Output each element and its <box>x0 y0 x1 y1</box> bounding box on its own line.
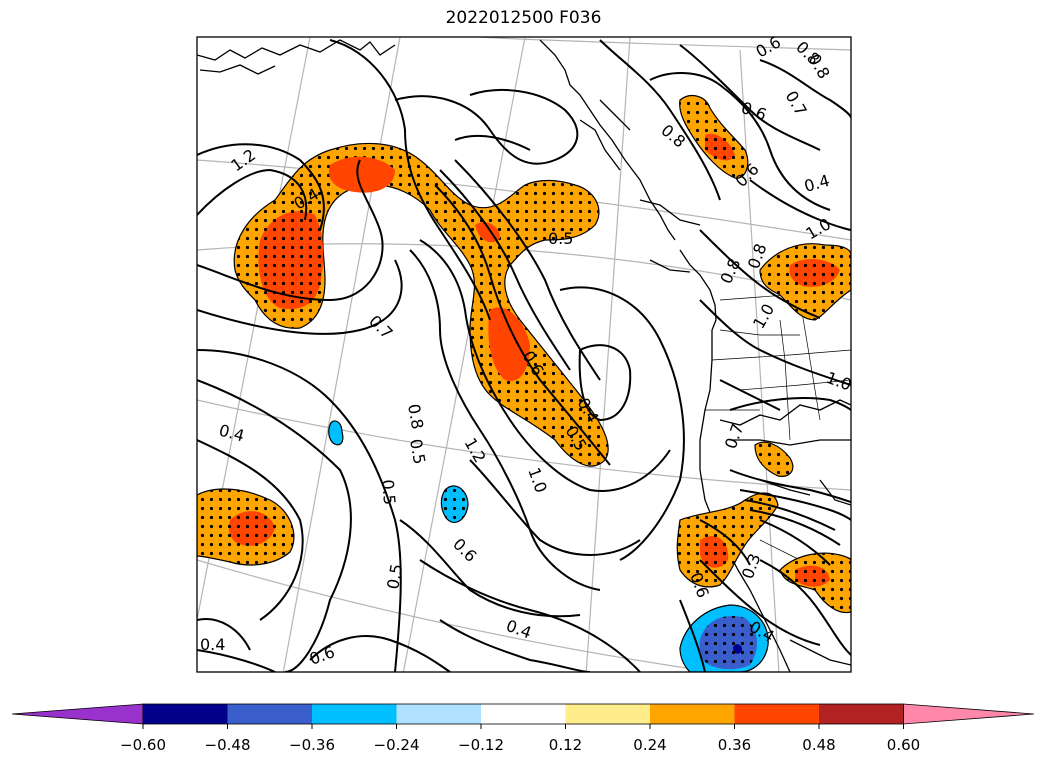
contour-label: 0.6 <box>739 98 769 125</box>
positive-shading <box>197 94 851 614</box>
contour-label: 0.7 <box>782 88 811 120</box>
contour-label: 0.5 <box>383 562 406 590</box>
contour-label: 0.6 <box>449 534 480 565</box>
contour-label: 0.8 <box>716 256 744 287</box>
contour-label: 0.8 <box>657 121 689 152</box>
colorbar-tick-label: −0.48 <box>205 736 251 754</box>
contour-label: 0.5 <box>378 479 399 506</box>
colorbar-tick-label: 0.24 <box>633 736 666 754</box>
negative-shading <box>328 420 769 672</box>
colorbar-tick-label: 0.48 <box>802 736 835 754</box>
colorbar-segment <box>565 704 650 724</box>
colorbar-tick-label: 0.12 <box>549 736 582 754</box>
contour-label: 0.7 <box>721 421 748 451</box>
colorbar-tick-label: 0.36 <box>718 736 751 754</box>
colorbar-segment <box>227 704 312 724</box>
colorbar-extend-high <box>903 703 1035 725</box>
shaded-core-north <box>328 156 395 193</box>
contour-label: 1.0 <box>824 368 854 395</box>
colorbar-segment <box>396 704 481 724</box>
colorbar-extend-low <box>11 703 144 725</box>
contour-label: 0.5 <box>406 437 429 465</box>
contour-label: 0.4 <box>200 635 225 654</box>
colorbar-tick-label: −0.60 <box>120 736 166 754</box>
map-frame <box>196 36 852 673</box>
contour-label: 0.5 <box>548 229 573 248</box>
contour-label: 1.2 <box>227 145 259 175</box>
contour-label: 0.7 <box>365 311 396 342</box>
colorbar-segment <box>819 704 904 724</box>
shaded-core-center <box>488 307 530 381</box>
colorbar-tick-label: 0.60 <box>887 736 920 754</box>
contour-label: 0.4 <box>802 171 832 196</box>
map-panel: 1.2 0.5 0.7 0.6 0.8 0.4 0.8 0.6 0.8 0.7 … <box>196 36 854 673</box>
colorbar-tick-label: −0.24 <box>374 736 420 754</box>
negative-region-small <box>328 420 344 446</box>
colorbar-tick-label: −0.12 <box>458 736 504 754</box>
contour-label: 0.4 <box>217 421 247 446</box>
contour-label: 1.0 <box>749 300 778 332</box>
colorbar-segment <box>143 704 228 724</box>
contour-label: 1.0 <box>524 465 551 495</box>
coastlines <box>197 39 851 672</box>
colorbar-segment <box>481 704 566 724</box>
colorbar-segment <box>312 704 397 724</box>
contour-lines <box>197 39 851 672</box>
contour-label: 1.0 <box>803 214 835 243</box>
colorbar-tick-label: −0.36 <box>289 736 335 754</box>
map-title: 2022012500 F036 <box>445 8 602 28</box>
contour-label: 0.4 <box>504 616 534 643</box>
colorbar-segment <box>734 704 819 724</box>
colorbar-segment <box>650 704 735 724</box>
contour-label: 0.3 <box>738 551 765 581</box>
contour-label: 0.8 <box>404 402 427 430</box>
colorbar-outline <box>142 703 904 725</box>
